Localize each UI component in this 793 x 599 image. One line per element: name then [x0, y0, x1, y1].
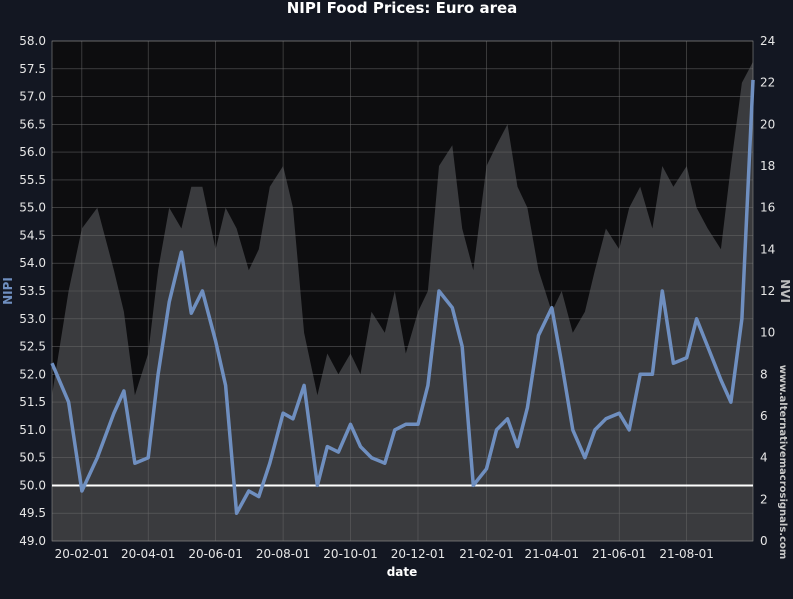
nipi-line — [50, 79, 755, 515]
x-tick-label: 20-04-01 — [121, 547, 175, 561]
y-left-tick-label: 53.5 — [19, 284, 46, 298]
y-left-tick-label: 51.0 — [19, 423, 46, 437]
y-left-tick-label: 52.0 — [19, 367, 46, 381]
watermark: www.alternativemacrosignals.com — [777, 365, 788, 560]
x-tick-label: 20-02-01 — [55, 547, 109, 561]
y-left-tick-label: 53.0 — [19, 312, 46, 326]
x-tick-label: 21-08-01 — [659, 547, 713, 561]
y-right-tick-label: 6 — [760, 409, 768, 423]
y-left-tick-label: 57.0 — [19, 90, 46, 104]
y-left-tick-label: 49.5 — [19, 506, 46, 520]
y-left-tick-label: 58.0 — [19, 34, 46, 48]
y-right-tick-label: 4 — [760, 451, 768, 465]
y-right-tick-label: 0 — [760, 534, 768, 548]
y-axis-label-right: NVI — [778, 279, 792, 303]
y-right-tick-label: 16 — [760, 201, 775, 215]
x-tick-label: 20-06-01 — [188, 547, 242, 561]
plot-frame — [51, 40, 754, 542]
y-right-tick-label: 20 — [760, 117, 775, 131]
y-axis-label-left: NIPI — [1, 277, 15, 305]
y-right-tick-label: 12 — [760, 284, 775, 298]
y-right-tick-label: 24 — [760, 34, 775, 48]
y-left-tick-label: 56.5 — [19, 117, 46, 131]
y-right-tick-label: 10 — [760, 326, 775, 340]
tick-labels: 49.0 49.5 50.0 50.5 51.0 51.5 52.0 52.5 53.0 53.5… — [19, 34, 775, 561]
y-left-tick-label: 55.5 — [19, 173, 46, 187]
y-left-tick-label: 54.0 — [19, 256, 46, 270]
y-right-tick-label: 2 — [760, 492, 768, 506]
y-left-tick-label: 50.5 — [19, 451, 46, 465]
y-left-tick-label: 52.5 — [19, 340, 46, 354]
y-left-tick-label: 54.5 — [19, 228, 46, 242]
x-tick-label: 21-06-01 — [592, 547, 646, 561]
x-tick-label: 21-02-01 — [459, 547, 513, 561]
x-tick-label: 20-12-01 — [391, 547, 445, 561]
y-left-tick-label: 50.0 — [19, 478, 46, 492]
x-tick-label: 20-08-01 — [256, 547, 310, 561]
y-left-tick-label: 49.0 — [19, 534, 46, 548]
x-tick-label: 20-10-01 — [323, 547, 377, 561]
x-tick-label: 21-04-01 — [525, 547, 579, 561]
nipi-line-layer — [50, 79, 755, 515]
y-right-tick-label: 22 — [760, 76, 775, 90]
chart-title: NIPI Food Prices: Euro area — [287, 0, 518, 17]
y-right-tick-label: 14 — [760, 242, 775, 256]
y-left-tick-label: 56.0 — [19, 145, 46, 159]
y-left-tick-label: 55.0 — [19, 201, 46, 215]
y-left-tick-label: 57.5 — [19, 62, 46, 76]
y-left-tick-label: 51.5 — [19, 395, 46, 409]
y-right-tick-label: 8 — [760, 367, 768, 381]
y-right-tick-label: 18 — [760, 159, 775, 173]
x-axis-label: date — [387, 565, 418, 579]
